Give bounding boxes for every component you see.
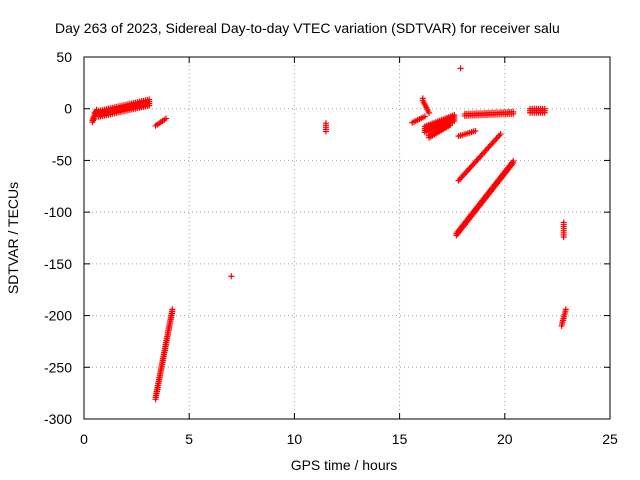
- y-tick-label: -50: [52, 152, 72, 168]
- data-point: [510, 159, 517, 166]
- x-tick-label: 25: [602, 431, 618, 447]
- data-point: [228, 273, 235, 280]
- data-point: [447, 122, 454, 129]
- x-tick-label: 10: [287, 431, 303, 447]
- data-point: [451, 118, 458, 125]
- data-point: [421, 113, 428, 120]
- y-tick-label: 50: [56, 49, 72, 65]
- x-tick-label: 20: [497, 431, 513, 447]
- data-point: [560, 219, 567, 226]
- data-point: [541, 109, 548, 116]
- x-tick-label: 15: [392, 431, 408, 447]
- data-point: [510, 110, 517, 117]
- data-point: [163, 115, 170, 122]
- data-point: [419, 95, 426, 102]
- data-points: [89, 65, 569, 403]
- data-point: [91, 109, 98, 116]
- data-point: [146, 102, 153, 109]
- data-point: [472, 127, 479, 134]
- y-axis-label: SDTVAR / TECUs: [5, 182, 21, 294]
- data-point: [457, 65, 464, 72]
- x-tick-label: 0: [80, 431, 88, 447]
- data-point: [169, 308, 176, 315]
- data-point: [91, 116, 98, 123]
- data-point: [322, 120, 329, 127]
- data-point: [426, 109, 433, 116]
- ticks: 0 5 10 15 20 25 50 0 -50 -100 -150 -200 -250 -300: [44, 49, 618, 447]
- y-tick-label: -250: [44, 359, 72, 375]
- y-tick-label: -300: [44, 411, 72, 427]
- plot-frame: [83, 56, 611, 420]
- x-axis-label: GPS time / hours: [291, 457, 398, 473]
- y-tick-label: -150: [44, 256, 72, 272]
- y-tick-label: 0: [64, 101, 72, 117]
- data-point: [497, 131, 504, 138]
- y-tick-label: -200: [44, 308, 72, 324]
- grid: [84, 57, 610, 419]
- x-tick-label: 5: [185, 431, 193, 447]
- chart-title: Day 263 of 2023, Sidereal Day-to-day VTE…: [55, 20, 560, 36]
- y-tick-label: -100: [44, 204, 72, 220]
- data-point: [562, 306, 569, 313]
